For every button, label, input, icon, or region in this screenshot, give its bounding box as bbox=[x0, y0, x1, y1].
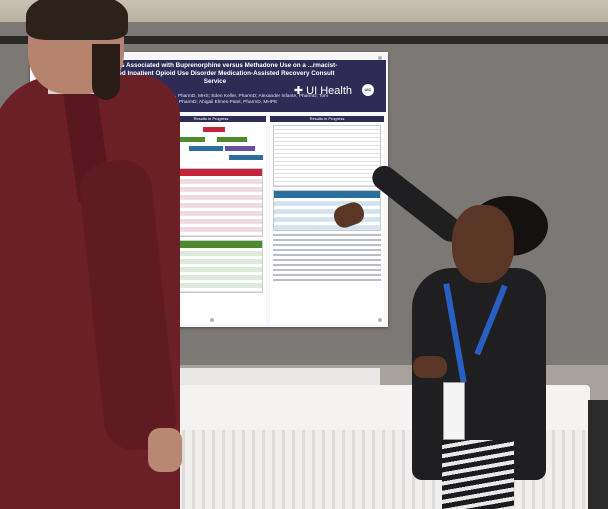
name-badge bbox=[443, 382, 465, 440]
logo-text: UI Health bbox=[306, 85, 352, 97]
flow-diagram bbox=[159, 125, 263, 165]
board-rail bbox=[0, 36, 608, 44]
ui-health-logo: ✚ UI Health bbox=[293, 85, 352, 97]
presenter-skirt bbox=[442, 440, 514, 509]
presenter-head bbox=[452, 205, 514, 283]
outcomes-table bbox=[159, 240, 263, 293]
section-heading: Results in Progress bbox=[156, 116, 266, 122]
regression-table bbox=[273, 190, 381, 231]
uic-badge: UIC bbox=[362, 84, 374, 96]
poster-title: ...t Factors Associated with Buprenorphi… bbox=[92, 62, 338, 85]
viewer-hair bbox=[26, 0, 128, 40]
push-pin bbox=[378, 56, 382, 60]
analysis-table bbox=[273, 125, 381, 187]
section-heading: Results in Progress bbox=[270, 116, 384, 122]
presenter-hand bbox=[413, 356, 447, 378]
stand bbox=[588, 400, 608, 509]
ceiling bbox=[0, 0, 608, 22]
push-pin bbox=[210, 318, 214, 322]
poster-authors: ...Coffee, PharmD; Paul Strenges, PharmD… bbox=[104, 94, 328, 105]
push-pin bbox=[378, 318, 382, 322]
viewer-beard bbox=[92, 44, 120, 100]
poster-column-results-2: Results in Progress bbox=[270, 116, 384, 324]
viewer-hand bbox=[148, 428, 182, 472]
